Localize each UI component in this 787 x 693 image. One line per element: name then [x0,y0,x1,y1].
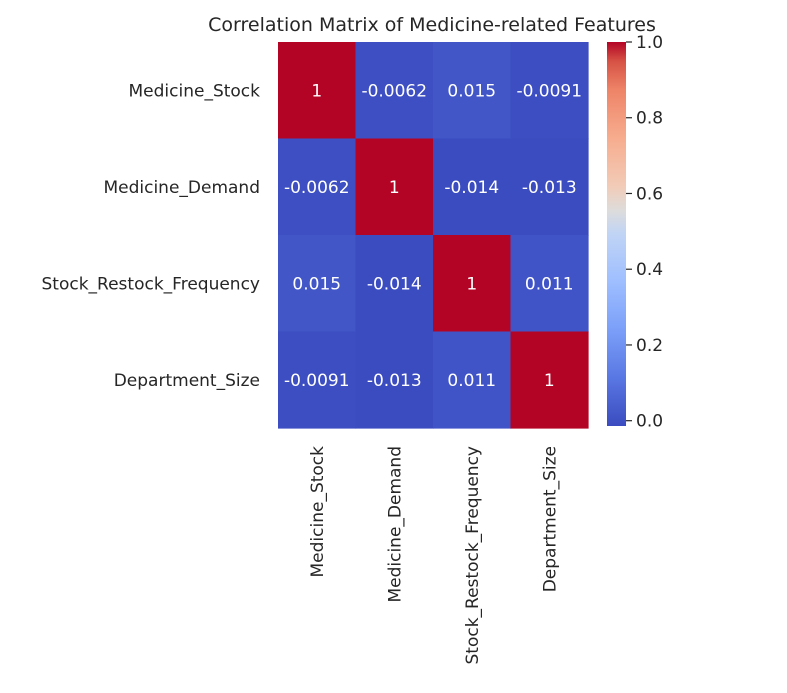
heatmap-cell-r1-c1 [355,138,434,236]
colorbar-tick-label-5: 1.0 [636,33,663,53]
heatmap-cell-r2-c1 [355,235,434,333]
heatmap-cell-r2-c2 [433,235,512,333]
row-label-1: Medicine_Demand [103,178,260,198]
cell-annotation-r0-c3: -0.0091 [516,81,582,101]
heatmap-cells [278,42,589,429]
row-labels: Medicine_Stock Medicine_Demand Stock_Resto… [42,81,261,391]
cell-annotation-r3-c1: -0.013 [367,371,422,391]
cell-annotation-r0-c0: 1 [311,81,322,101]
column-label-0: Medicine_Stock [308,446,328,578]
cell-annotation-r2-c2: 1 [466,274,477,294]
cell-annotation-r1-c1: 1 [389,178,400,198]
cell-annotation-r2-c3: 0.011 [525,274,574,294]
colorbar-gradient [607,42,626,426]
column-label-3: Department_Size [540,446,560,592]
heatmap-annotations: 1 -0.0062 0.015 -0.0091 -0.0062 1 -0.014 -0.013… [284,81,582,391]
heatmap-cell-r1-c3 [510,138,589,236]
heatmap-cell-r1-c2 [433,138,512,236]
colorbar-tick-label-2: 0.4 [636,260,663,280]
heatmap-cell-r0-c1 [355,42,434,140]
heatmap-cell-r3-c2 [433,331,512,429]
cell-annotation-r0-c2: 0.015 [447,81,496,101]
cell-annotation-r3-c0: -0.0091 [284,371,350,391]
cell-annotation-r3-c2: 0.011 [447,371,496,391]
colorbar-tick-label-3: 0.6 [636,184,663,204]
cell-annotation-r1-c0: -0.0062 [284,178,350,198]
heatmap-cell-r0-c0 [278,42,357,140]
colorbar-tick-label-0: 0.0 [636,412,663,432]
row-label-2: Stock_Restock_Frequency [42,274,261,294]
heatmap-cell-r2-c3 [510,235,589,333]
heatmap-cell-r2-c0 [278,235,357,333]
heatmap-cell-r1-c0 [278,138,357,236]
colorbar-tick-label-1: 0.2 [636,336,663,356]
cell-annotation-r0-c1: -0.0062 [361,81,427,101]
cell-annotation-r2-c0: 0.015 [292,274,341,294]
chart-title: Correlation Matrix of Medicine-related F… [208,14,656,36]
colorbar: 0.0 0.2 0.4 0.6 0.8 1.0 [607,33,663,432]
column-labels: Medicine_Stock Medicine_Demand Stock_Resto… [308,446,561,665]
colorbar-tick-label-4: 0.8 [636,109,663,129]
cell-annotation-r1-c3: -0.013 [522,178,577,198]
column-label-1: Medicine_Demand [385,446,405,603]
row-label-3: Department_Size [114,371,260,391]
heatmap-cell-r3-c1 [355,331,434,429]
heatmap-cell-r3-c0 [278,331,357,429]
heatmap-cell-r0-c3 [510,42,589,140]
cell-annotation-r1-c2: -0.014 [444,178,499,198]
row-label-0: Medicine_Stock [129,81,261,101]
cell-annotation-r3-c3: 1 [544,371,555,391]
heatmap-cell-r0-c2 [433,42,512,140]
heatmap-cell-r3-c3 [510,331,589,429]
cell-annotation-r2-c1: -0.014 [367,274,422,294]
colorbar-ticks: 0.0 0.2 0.4 0.6 0.8 1.0 [626,33,663,432]
column-label-2: Stock_Restock_Frequency [463,446,483,665]
